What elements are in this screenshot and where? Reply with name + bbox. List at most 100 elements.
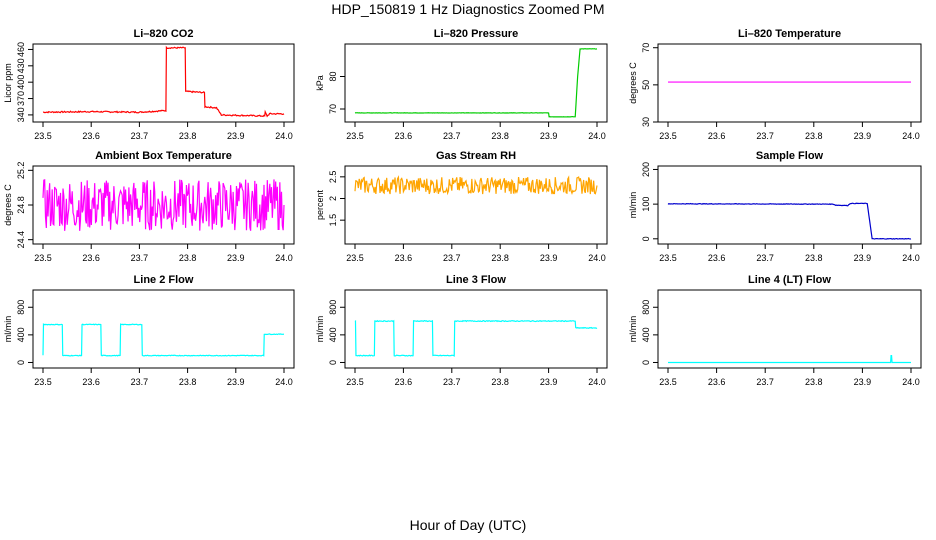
panel-title: Line 4 (LT) Flow xyxy=(748,274,831,286)
x-tick-label: 23.5 xyxy=(34,377,52,387)
plot-frame xyxy=(344,43,608,123)
x-tick-label: 23.9 xyxy=(854,131,872,141)
x-tick-label: 23.7 xyxy=(131,253,149,263)
x-tick-label: 23.8 xyxy=(179,377,197,387)
x-tick-label: 23.6 xyxy=(395,377,413,387)
y-tick-label: 70 xyxy=(328,104,338,114)
x-tick-label: 23.6 xyxy=(708,377,726,387)
y-tick-label: 430 xyxy=(16,58,26,73)
x-tick-label: 24.0 xyxy=(275,253,293,263)
x-tick-label: 23.7 xyxy=(756,131,774,141)
x-tick-label: 23.9 xyxy=(227,377,245,387)
x-tick-label: 24.0 xyxy=(588,377,606,387)
plot-frame xyxy=(32,289,295,369)
x-tick-label: 24.0 xyxy=(902,131,920,141)
y-axis-label: degrees C xyxy=(628,62,638,104)
x-tick-label: 23.9 xyxy=(227,131,245,141)
y-tick-label: 25.2 xyxy=(16,162,26,180)
x-tick-label: 23.6 xyxy=(82,131,100,141)
x-tick-label: 23.7 xyxy=(131,377,149,387)
x-tick-label: 23.5 xyxy=(346,131,364,141)
y-axis-label: degrees C xyxy=(3,184,13,226)
x-tick-label: 23.8 xyxy=(491,377,509,387)
panel-title: Line 3 Flow xyxy=(446,274,506,286)
x-tick-label: 23.5 xyxy=(346,253,364,263)
series-line xyxy=(667,202,912,240)
x-tick-label: 23.9 xyxy=(540,377,558,387)
y-tick-label: 30 xyxy=(641,117,651,127)
y-tick-label: 400 xyxy=(328,327,338,342)
series-line xyxy=(42,178,285,231)
x-tick-label: 23.7 xyxy=(756,377,774,387)
x-tick-label: 23.5 xyxy=(34,131,52,141)
y-axis-label: ml/min xyxy=(628,192,638,219)
x-tick-label: 24.0 xyxy=(588,131,606,141)
x-tick-label: 24.0 xyxy=(902,253,920,263)
x-axis-label: Hour of Day (UTC) xyxy=(409,517,527,533)
y-axis-label: percent xyxy=(315,189,325,220)
plot-frame xyxy=(344,165,608,245)
y-tick-label: 460 xyxy=(16,42,26,57)
series-line xyxy=(354,175,598,196)
panel-2: Li–820 Pressure 23.5 23.6 23.7 23.8 23.9 24.0 7… xyxy=(315,28,608,141)
y-tick-label: 0 xyxy=(328,360,338,365)
x-tick-label: 23.7 xyxy=(443,131,461,141)
x-tick-label: 24.0 xyxy=(902,377,920,387)
x-tick-label: 23.7 xyxy=(756,253,774,263)
panel-title: Ambient Box Temperature xyxy=(95,150,232,162)
x-tick-label: 23.8 xyxy=(805,131,823,141)
x-tick-label: 23.6 xyxy=(395,131,413,141)
series-line xyxy=(668,354,911,364)
y-tick-label: 0 xyxy=(641,360,651,365)
panel-5: Gas Stream RH 23.5 23.6 23.7 23.8 23.9 24.0 1.5… xyxy=(315,150,608,263)
x-tick-label: 23.8 xyxy=(179,253,197,263)
y-tick-label: 0 xyxy=(641,236,651,241)
y-axis-label: ml/min xyxy=(315,316,325,343)
series-line xyxy=(42,45,285,118)
x-tick-label: 23.9 xyxy=(854,253,872,263)
x-tick-label: 23.7 xyxy=(131,131,149,141)
y-tick-label: 800 xyxy=(328,300,338,315)
x-tick-label: 23.6 xyxy=(82,377,100,387)
y-tick-label: 2.5 xyxy=(328,171,338,184)
series-line xyxy=(354,48,598,118)
x-tick-label: 23.6 xyxy=(395,253,413,263)
x-tick-label: 23.9 xyxy=(540,131,558,141)
y-tick-label: 340 xyxy=(16,107,26,122)
x-tick-label: 23.6 xyxy=(82,253,100,263)
x-tick-label: 23.9 xyxy=(227,253,245,263)
panel-8: Line 3 Flow 23.5 23.6 23.7 23.8 23.9 24.0 0 400 8… xyxy=(315,274,608,387)
panel-6: Sample Flow 23.5 23.6 23.7 23.8 23.9 24.0 0 100 2… xyxy=(628,150,922,263)
panel-4: Ambient Box Temperature 23.5 23.6 23.7 23.8 2… xyxy=(3,150,295,263)
y-tick-label: 2 xyxy=(328,196,338,201)
y-tick-label: 400 xyxy=(641,327,651,342)
y-tick-label: 24.4 xyxy=(16,231,26,249)
panel-1: Li–820 CO2 23.5 23.6 23.7 23.8 23.9 24.0 340370… xyxy=(3,28,295,141)
panel-7: Line 2 Flow 23.5 23.6 23.7 23.8 23.9 24.0 0 400 8… xyxy=(3,274,295,387)
x-tick-label: 23.8 xyxy=(179,131,197,141)
panel-title: Li–820 Temperature xyxy=(738,28,841,40)
x-tick-label: 23.8 xyxy=(491,253,509,263)
x-tick-label: 24.0 xyxy=(275,377,293,387)
x-tick-label: 24.0 xyxy=(275,131,293,141)
x-tick-label: 23.9 xyxy=(540,253,558,263)
x-tick-label: 23.5 xyxy=(346,377,364,387)
x-tick-label: 23.6 xyxy=(708,253,726,263)
y-tick-label: 400 xyxy=(16,75,26,90)
panel-title: Sample Flow xyxy=(756,150,824,162)
y-tick-label: 80 xyxy=(328,71,338,81)
y-tick-label: 200 xyxy=(641,162,651,177)
x-tick-label: 23.5 xyxy=(659,131,677,141)
series-line xyxy=(42,323,285,357)
y-tick-label: 0 xyxy=(16,360,26,365)
plot-frame xyxy=(344,289,608,369)
x-tick-label: 23.9 xyxy=(854,377,872,387)
y-axis-label: ml/min xyxy=(628,316,638,343)
x-tick-label: 23.8 xyxy=(805,253,823,263)
y-tick-label: 400 xyxy=(16,327,26,342)
panel-title: Line 2 Flow xyxy=(134,274,194,286)
y-tick-label: 70 xyxy=(641,43,651,53)
y-tick-label: 50 xyxy=(641,80,651,90)
y-tick-label: 100 xyxy=(641,197,651,212)
